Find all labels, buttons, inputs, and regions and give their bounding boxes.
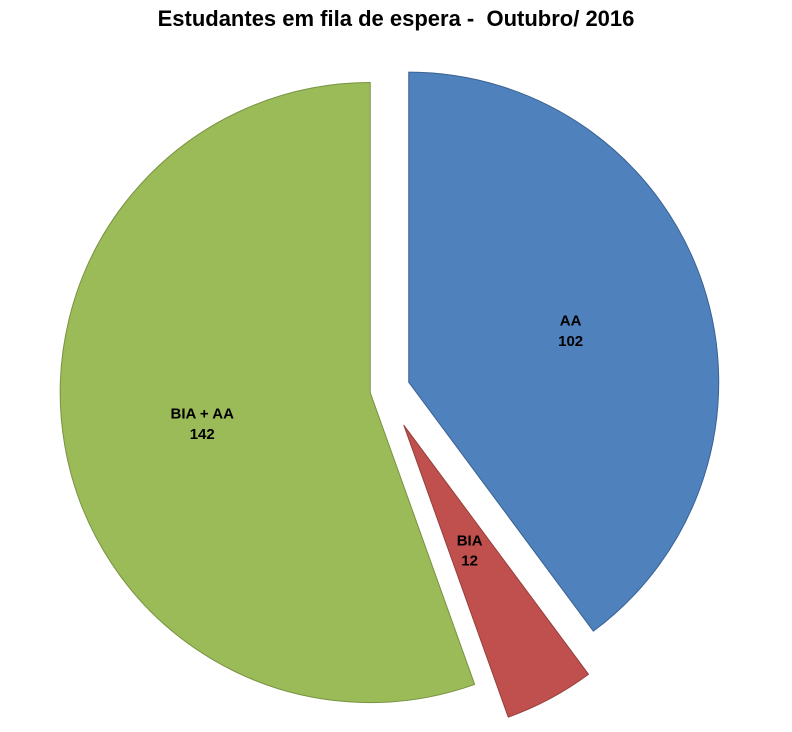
slice-label-bia-aa: BIA + AA 142 (170, 406, 234, 443)
pie-slice-aa (408, 71, 720, 632)
pie-slice-bia (403, 424, 590, 718)
slice-label-aa: AA 102 (558, 313, 583, 350)
chart-title: Estudantes em fila de espera - Outubro/ … (157, 6, 635, 31)
pie-slice-bia-aa (59, 82, 476, 704)
slice-label-bia: BIA 12 (457, 532, 483, 569)
